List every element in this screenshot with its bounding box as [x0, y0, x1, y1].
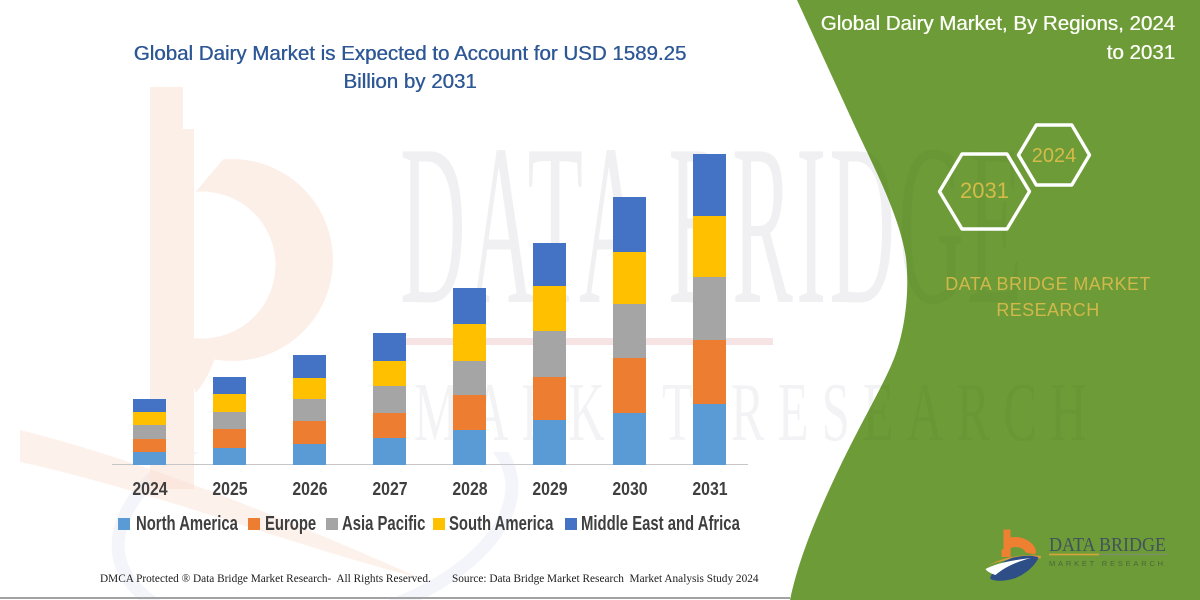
svg-text:DATA BRIDGE: DATA BRIDGE	[1049, 534, 1166, 556]
svg-text:2031: 2031	[960, 178, 1009, 203]
svg-text:2024: 2024	[1032, 145, 1077, 167]
svg-text:MARKET RESEARCH: MARKET RESEARCH	[1049, 559, 1166, 568]
